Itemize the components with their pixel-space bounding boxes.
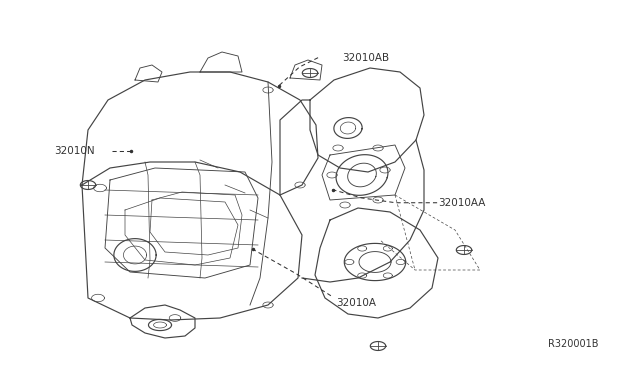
Text: 32010A: 32010A [336,298,376,308]
Text: 32010AA: 32010AA [438,198,486,208]
Text: R320001B: R320001B [548,339,598,349]
Text: 32010N: 32010N [54,146,95,155]
Text: 32010AB: 32010AB [342,53,390,62]
